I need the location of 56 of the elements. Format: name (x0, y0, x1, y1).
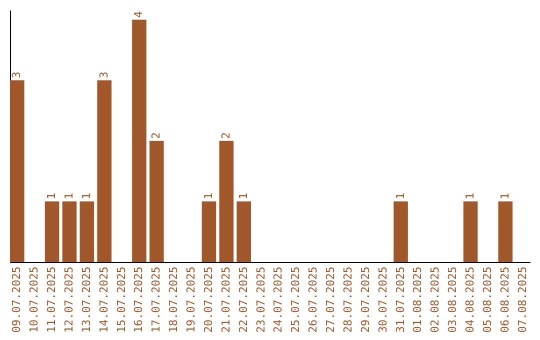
data-label: 2 (150, 132, 163, 139)
x-tick-label: 19.07.2025 (184, 266, 198, 333)
data-label: 1 (45, 192, 58, 200)
x-tick-label: 18.07.2025 (167, 266, 180, 333)
x-tick-label: 01.08.2025 (411, 266, 424, 333)
data-label: 2 (219, 132, 232, 139)
x-tick-label: 16.07.2025 (132, 266, 146, 333)
x-tick-label: 05.08.2025 (480, 266, 494, 333)
x-tick-label: 21.07.2025 (219, 266, 232, 333)
x-tick-label: 24.07.2025 (272, 266, 285, 333)
x-tick-label: 30.07.2025 (376, 266, 390, 333)
bar (150, 140, 164, 262)
data-label: 4 (132, 10, 146, 18)
bar (132, 20, 146, 262)
data-label: 1 (236, 192, 250, 200)
x-tick-label: 31.07.2025 (394, 266, 407, 333)
bar (62, 201, 77, 262)
x-tick-label: 20.07.2025 (202, 266, 215, 333)
x-tick-label: 26.07.2025 (306, 266, 320, 333)
x-tick-label: 10.07.2025 (28, 266, 41, 333)
data-label: 1 (62, 192, 76, 200)
bar (463, 201, 478, 262)
x-tick-label: 13.07.2025 (80, 266, 93, 333)
x-tick-label: 23.07.2025 (254, 266, 268, 333)
data-label: 1 (202, 192, 215, 200)
x-tick-label: 07.08.2025 (516, 266, 529, 333)
x-tick-label: 17.07.2025 (150, 266, 163, 333)
x-tick-label: 03.08.2025 (446, 266, 460, 333)
x-tick-label: 14.07.2025 (97, 266, 110, 333)
x-tick-label: 29.07.2025 (358, 266, 372, 333)
bar (97, 80, 112, 262)
bar (44, 201, 60, 262)
data-label: 1 (80, 192, 93, 200)
bar (10, 80, 24, 262)
x-tick-label: 04.08.2025 (464, 266, 477, 333)
bar (236, 201, 251, 262)
data-label: 1 (498, 192, 512, 200)
data-label: 3 (10, 72, 24, 78)
data-label: 1 (464, 192, 477, 200)
data-label: 3 (97, 72, 110, 78)
x-tick-label: 27.07.2025 (324, 266, 338, 333)
x-tick-label: 22.07.2025 (236, 266, 250, 333)
x-tick-label: 06.08.2025 (498, 266, 512, 333)
bar (498, 201, 513, 262)
x-tick-label: 15.07.2025 (114, 266, 128, 333)
bar (202, 201, 216, 262)
x-tick-label: 09.07.2025 (10, 266, 24, 333)
data-label: 1 (394, 192, 407, 200)
x-tick-label: 12.07.2025 (62, 266, 76, 333)
x-tick-label: 28.07.2025 (341, 266, 354, 333)
x-tick-label: 02.08.2025 (428, 266, 442, 333)
x-tick-label: 25.07.2025 (289, 266, 302, 333)
bar (219, 140, 234, 262)
bar (80, 201, 94, 262)
bar (394, 201, 408, 262)
x-tick-label: 11.07.2025 (45, 266, 58, 333)
